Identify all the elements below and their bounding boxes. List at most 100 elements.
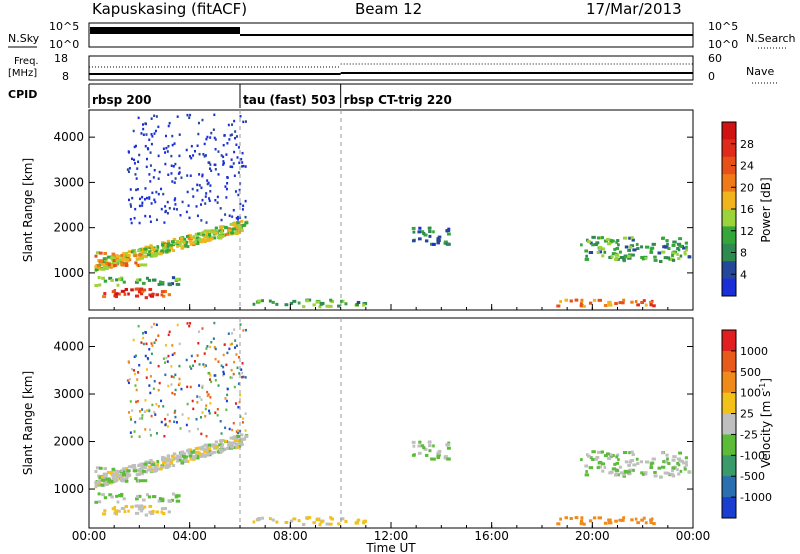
velocity-echo [240, 368, 243, 371]
velocity-echo [589, 456, 593, 460]
power-echo [217, 173, 220, 176]
power-echo [145, 276, 149, 280]
power-echo [160, 282, 165, 286]
power-echo [445, 229, 451, 233]
velocity-echo [94, 469, 98, 473]
power-echo [148, 250, 152, 254]
power-echo [138, 197, 141, 201]
power-echo [649, 250, 654, 254]
velocity-echo [148, 409, 151, 413]
power-echo [186, 190, 189, 194]
velocity-echo [94, 500, 99, 504]
power-echo [240, 219, 244, 223]
power-echo [636, 303, 640, 307]
velocity-echo [141, 417, 144, 420]
power-echo [186, 174, 189, 177]
power-echo [217, 236, 223, 240]
power-echo [222, 160, 225, 163]
power-echo [129, 188, 132, 191]
power-echo [126, 168, 129, 171]
power-echo [212, 230, 216, 234]
power-echo [436, 241, 441, 245]
velocity-echo [234, 444, 238, 448]
velocity-echo [134, 511, 140, 515]
velocity-echo [222, 374, 225, 377]
velocity-echo [627, 470, 631, 474]
y-tick-label: 3000 [53, 387, 84, 401]
velocity-echo [233, 385, 236, 389]
velocity-echo [614, 519, 618, 523]
velocity-echo [597, 516, 603, 520]
velocity-echo [624, 460, 629, 464]
power-echo [202, 153, 205, 156]
power-echo [212, 236, 217, 240]
velocity-echo [146, 357, 149, 360]
power-echo [600, 236, 605, 240]
power-echo [198, 184, 201, 187]
velocity-echo [203, 454, 207, 458]
velocity-echo [193, 360, 196, 363]
power-echo [228, 138, 231, 141]
power-echo [176, 240, 181, 244]
velocity-echo [649, 518, 653, 522]
power-echo [200, 219, 203, 222]
velocity-echo [242, 375, 245, 379]
power-echo [189, 242, 194, 246]
velocity-echo [419, 444, 425, 448]
power-echo [108, 276, 113, 280]
power-echo [213, 136, 216, 140]
velocity-echo [171, 492, 176, 496]
power-echo [178, 166, 181, 170]
velocity-echo [101, 493, 105, 497]
velocity-echo [228, 427, 231, 431]
velocity-echo [446, 446, 451, 450]
velocity-echo [192, 407, 195, 411]
power-echo [214, 198, 217, 202]
velocity-echo [634, 517, 638, 521]
velocity-echo [145, 342, 148, 346]
velocity-echo [190, 354, 193, 358]
noise-left-tick-top: 10^5 [49, 20, 79, 33]
power-echo [328, 304, 333, 308]
power-echo [201, 174, 204, 178]
velocity-echo [154, 467, 159, 471]
velocity-echo [228, 443, 232, 447]
power-echo [240, 229, 244, 233]
power-echo [141, 281, 146, 285]
power-echo [596, 236, 601, 240]
power-echo [234, 130, 237, 133]
power-echo [428, 230, 432, 234]
cpid-panel: CPID rbsp 200 tau (fast) 503 rbsp CT-trig … [8, 83, 693, 108]
power-echo [179, 239, 184, 243]
velocity-colorbar-swatch [722, 476, 736, 498]
velocity-echo [105, 482, 109, 486]
velocity-echo [161, 457, 165, 461]
power-echo [244, 199, 247, 203]
velocity-echo [652, 522, 656, 526]
velocity-echo [653, 470, 657, 474]
power-echo [588, 251, 594, 255]
velocity-echo [189, 385, 192, 389]
power-echo [110, 264, 114, 268]
velocity-echo [150, 342, 153, 345]
velocity-echo [130, 368, 133, 371]
velocity-echo [220, 432, 223, 435]
velocity-echo [579, 522, 584, 526]
power-echo [355, 303, 359, 307]
velocity-colorbar-frame [721, 329, 737, 519]
velocity-echo [170, 365, 173, 368]
power-echo [144, 296, 148, 300]
power-echo [204, 154, 207, 157]
velocity-echo [144, 460, 149, 464]
velocity-echo [166, 454, 171, 458]
velocity-echo [97, 474, 100, 478]
power-echo [116, 283, 120, 287]
power-echo [671, 258, 676, 262]
velocity-echo [124, 504, 128, 508]
power-echo [124, 260, 129, 264]
y-tick-label: 4000 [53, 340, 84, 354]
velocity-echo [123, 478, 129, 482]
power-echo [165, 146, 168, 150]
velocity-echo [636, 461, 640, 465]
velocity-echo [209, 374, 212, 377]
